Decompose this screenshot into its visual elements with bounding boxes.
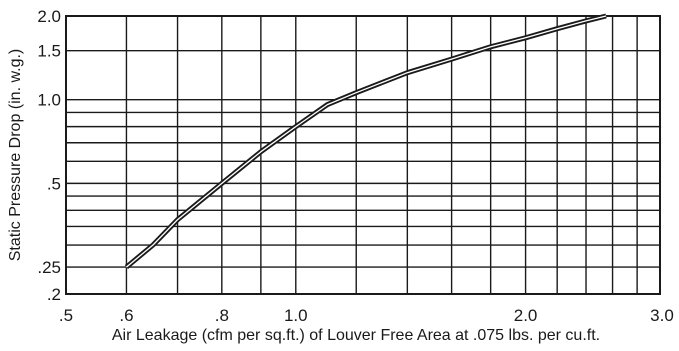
x-axis-title: Air Leakage (cfm per sq.ft.) of Louver F… xyxy=(112,327,600,344)
y-tick-labels: .2 .25 .5 1.0 1.5 2.0 xyxy=(37,7,61,304)
y-tick-label: .5 xyxy=(47,174,61,193)
plot-area-frame xyxy=(65,15,661,295)
y-tick-label: .25 xyxy=(37,258,61,277)
x-tick-label: 3.0 xyxy=(650,306,674,325)
x-tick-labels: .5 .6 .8 1.0 2.0 3.0 xyxy=(59,306,674,325)
x-tick-label: .8 xyxy=(215,306,229,325)
series-line-highlight xyxy=(125,15,607,268)
x-tick-label: .5 xyxy=(59,306,73,325)
series-line xyxy=(124,13,607,270)
x-tick-label: 2.0 xyxy=(514,306,538,325)
y-tick-label: .2 xyxy=(47,285,61,304)
grid xyxy=(65,15,661,295)
x-tick-label: .6 xyxy=(119,306,133,325)
series-layer xyxy=(124,13,607,270)
y-axis-title: Static Pressure Drop (in. w.g.) xyxy=(7,49,24,262)
y-tick-label: 1.0 xyxy=(37,91,61,110)
y-tick-label: 1.5 xyxy=(37,42,61,61)
y-tick-label: 2.0 xyxy=(37,7,61,26)
x-tick-label: 1.0 xyxy=(284,306,308,325)
